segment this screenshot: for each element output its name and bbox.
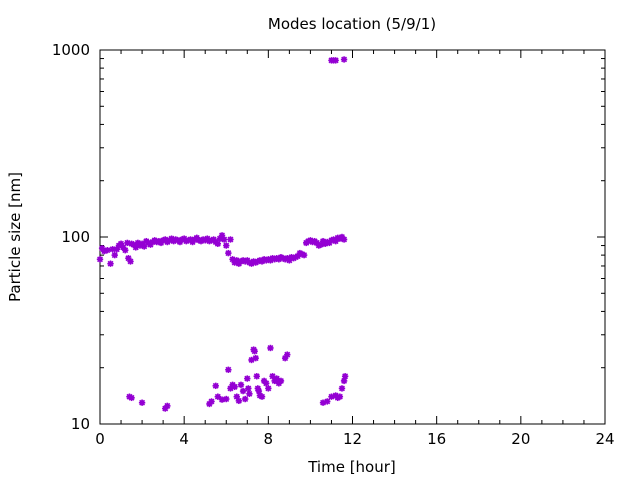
data-point (332, 57, 339, 64)
data-point (122, 246, 129, 254)
data-point (208, 398, 215, 405)
data-point (237, 381, 245, 389)
x-tick-label: 20 (511, 430, 530, 448)
data-point (244, 375, 251, 382)
data-point (336, 393, 344, 400)
data-point (128, 394, 135, 402)
data-point (300, 251, 308, 259)
data-point (265, 385, 272, 392)
data-point (267, 344, 274, 352)
chart-title: Modes location (5/9/1) (268, 15, 436, 33)
data-point (231, 383, 238, 391)
data-point (107, 260, 114, 267)
data-point (96, 256, 104, 263)
data-point (284, 351, 291, 358)
data-point (214, 393, 222, 400)
data-point (340, 56, 348, 63)
x-tick-label: 12 (343, 430, 362, 448)
x-axis-label: Time [hour] (307, 458, 396, 476)
x-tick-label: 16 (427, 430, 446, 448)
data-point (225, 366, 232, 373)
data-point (246, 390, 253, 398)
data-point (258, 393, 266, 400)
data-points (96, 56, 349, 412)
y-tick-label: 1000 (52, 41, 90, 59)
data-point (223, 395, 230, 403)
plot-frame (99, 49, 606, 425)
y-axis-label: Particle size [nm] (6, 172, 24, 302)
data-point (214, 240, 222, 247)
data-point (227, 236, 234, 243)
x-tick-label: 24 (595, 430, 614, 448)
data-point (138, 399, 146, 406)
tick-labels: 0 4 8 12 16 20 24 10 100 1000 (52, 41, 615, 448)
data-point (341, 373, 349, 380)
data-point (340, 236, 348, 243)
data-point (111, 251, 118, 259)
data-point (127, 258, 134, 265)
data-point (104, 246, 111, 254)
data-point (225, 249, 232, 257)
data-point (245, 385, 252, 392)
x-tick-label: 4 (179, 430, 189, 448)
data-point (223, 242, 230, 249)
data-point (338, 385, 346, 392)
data-point (252, 354, 259, 362)
data-point (253, 373, 260, 380)
data-point (263, 380, 270, 387)
data-point (212, 382, 219, 390)
data-point (218, 232, 226, 239)
data-point (277, 377, 285, 385)
y-tick-label: 10 (71, 415, 90, 433)
y-tick-label: 100 (61, 228, 90, 246)
data-point (235, 397, 243, 405)
data-point (340, 377, 348, 385)
x-tick-label: 0 (95, 430, 105, 448)
data-point (239, 387, 247, 395)
data-point (164, 402, 171, 410)
data-point (251, 348, 258, 355)
data-point (220, 236, 228, 243)
x-tick-label: 8 (264, 430, 274, 448)
data-point (324, 398, 331, 405)
data-point (241, 395, 249, 403)
